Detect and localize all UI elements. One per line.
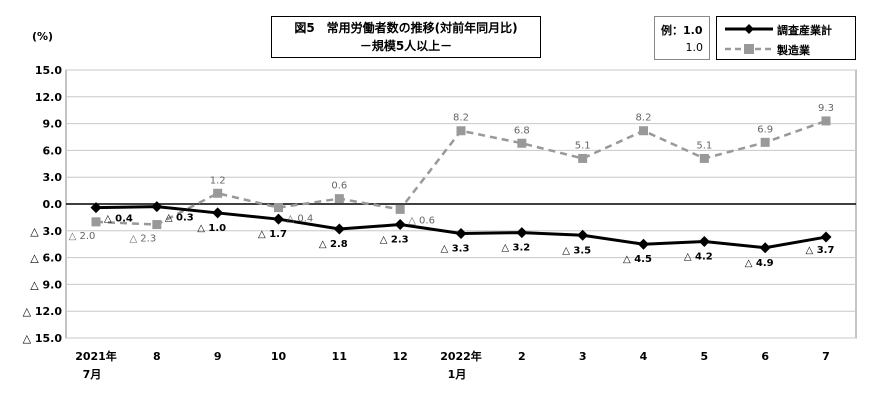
y-tick-label: 6.0 <box>43 144 63 157</box>
y-tick-label: 15.0 <box>35 64 62 77</box>
point-manufacturing <box>274 203 283 213</box>
point-total <box>151 201 163 213</box>
legend-label-total: 調査産業計 <box>777 24 832 37</box>
x-tick-label: 7 <box>822 350 830 363</box>
x-tick-label: 2021年 <box>75 349 117 363</box>
y-tick-label: 3.0 <box>43 171 63 184</box>
x-tick-label: 9 <box>214 350 222 363</box>
data-label-total: △ 2.3 <box>380 235 409 246</box>
point-total <box>455 227 467 239</box>
x-tick-label: 10 <box>271 350 287 363</box>
point-manufacturing <box>152 220 162 230</box>
data-label-total: △ 4.5 <box>623 254 652 265</box>
data-label-manufacturing: △ 0.4 <box>287 214 314 225</box>
x-tick-label: 8 <box>153 350 161 363</box>
point-total <box>638 238 649 250</box>
point-total <box>90 202 102 214</box>
y-tick-label: △ 9.0 <box>30 278 62 291</box>
legend-marker-total <box>725 24 773 34</box>
y-tick-label: △ 6.0 <box>30 252 62 265</box>
x-tick-label: 5 <box>701 350 709 363</box>
x-tick-label: 11 <box>332 350 347 363</box>
data-label-total: △ 0.3 <box>165 213 194 224</box>
label-example-box: 例：1.0 1.0 <box>654 16 710 60</box>
chart-title: 図5 常用労働者数の推移(対前年同月比) <box>294 21 518 35</box>
point-total <box>516 227 528 239</box>
point-manufacturing <box>821 116 831 126</box>
chart-subtitle: －規模5人以上－ <box>359 39 453 53</box>
legend-item-manufacturing: 製造業 <box>717 40 857 58</box>
data-label-manufacturing: 1.2 <box>210 175 226 186</box>
data-label-total: △ 1.7 <box>258 229 287 240</box>
x-axis-ticks: 2021年 7月 8 9 10 11 12 2022年 1月 2 3 4 5 6 7 <box>75 349 830 381</box>
x-tick-label: 3 <box>579 350 587 363</box>
point-manufacturing <box>395 204 405 214</box>
data-labels: △ 2.0 △ 2.3 1.2 △ 0.4 0.6 △ 0.6 8.2 6.8 5.1 8.2 5.… <box>69 103 835 269</box>
point-manufacturing <box>456 126 466 136</box>
point-manufacturing <box>578 153 588 163</box>
data-label-total: △ 3.3 <box>441 243 470 254</box>
grid <box>65 69 857 339</box>
data-label-manufacturing: 5.1 <box>696 140 712 151</box>
x-tick-label: 4 <box>640 350 648 363</box>
data-label-manufacturing: 6.8 <box>514 125 530 136</box>
y-tick-label: 0.0 <box>43 198 63 211</box>
data-label-total: △ 4.2 <box>684 252 713 263</box>
point-manufacturing <box>760 137 770 147</box>
y-axis-ticks: 15.0 12.0 9.0 6.0 3.0 0.0 △ 3.0 △ 6.0 △ 9.0 △ 12.… <box>23 64 63 345</box>
data-label-manufacturing: △ 2.3 <box>129 234 156 245</box>
y-tick-label: 12.0 <box>35 91 62 104</box>
legend-marker-manufacturing <box>725 44 773 54</box>
point-total <box>333 223 345 235</box>
y-tick-label: 9.0 <box>43 118 63 131</box>
point-total <box>698 236 710 248</box>
legend: 調査産業計 製造業 <box>716 16 856 60</box>
x-tick-label: 12 <box>393 350 408 363</box>
data-label-total: △ 3.5 <box>562 245 591 256</box>
point-manufacturing <box>517 138 527 148</box>
x-tick-label: 2 <box>518 350 526 363</box>
point-manufacturing <box>91 217 101 227</box>
point-total <box>820 231 832 243</box>
series-line-manufacturing <box>95 119 827 226</box>
point-manufacturing <box>334 194 344 204</box>
data-label-total: △ 3.7 <box>806 245 835 256</box>
data-label-manufacturing: 8.2 <box>636 113 652 124</box>
y-axis-unit: (%) <box>32 30 53 43</box>
point-total <box>212 207 224 219</box>
point-total <box>394 219 406 231</box>
point-total <box>577 229 589 241</box>
data-label-manufacturing: △ 0.6 <box>408 215 435 226</box>
legend-item-total: 調査産業計 <box>717 20 857 38</box>
example-value: 1.0 <box>685 41 704 54</box>
series-lines <box>90 116 832 254</box>
data-label-total: △ 3.2 <box>501 243 530 254</box>
data-label-manufacturing: △ 2.0 <box>69 231 96 242</box>
y-tick-label: △ 15.0 <box>23 332 63 345</box>
data-label-total: △ 4.9 <box>745 258 774 269</box>
point-manufacturing <box>699 153 709 163</box>
x-tick-label: 6 <box>761 350 769 363</box>
example-label: 例：1.0 <box>661 24 703 37</box>
data-label-total: △ 0.4 <box>104 214 133 225</box>
data-label-manufacturing: 6.9 <box>757 124 773 135</box>
x-tick-label-line2: 1月 <box>448 368 467 381</box>
point-total <box>273 213 284 225</box>
point-manufacturing <box>639 126 648 136</box>
chart-title-box: 図5 常用労働者数の推移(対前年同月比) －規模5人以上－ <box>271 16 541 58</box>
x-tick-label-line2: 7月 <box>83 368 102 381</box>
data-label-total: △ 2.8 <box>319 239 348 250</box>
legend-label-manufacturing: 製造業 <box>777 44 810 57</box>
y-tick-label: △ 3.0 <box>30 225 62 238</box>
data-label-manufacturing: 8.2 <box>453 113 469 124</box>
data-label-manufacturing: 0.6 <box>331 181 347 192</box>
point-total <box>759 242 771 254</box>
data-label-total: △ 1.0 <box>197 223 226 234</box>
point-manufacturing <box>213 188 223 198</box>
y-tick-label: △ 12.0 <box>23 305 63 318</box>
data-label-manufacturing: 9.3 <box>818 103 834 114</box>
data-label-manufacturing: 5.1 <box>575 140 591 151</box>
x-tick-label: 2022年 <box>440 349 482 363</box>
